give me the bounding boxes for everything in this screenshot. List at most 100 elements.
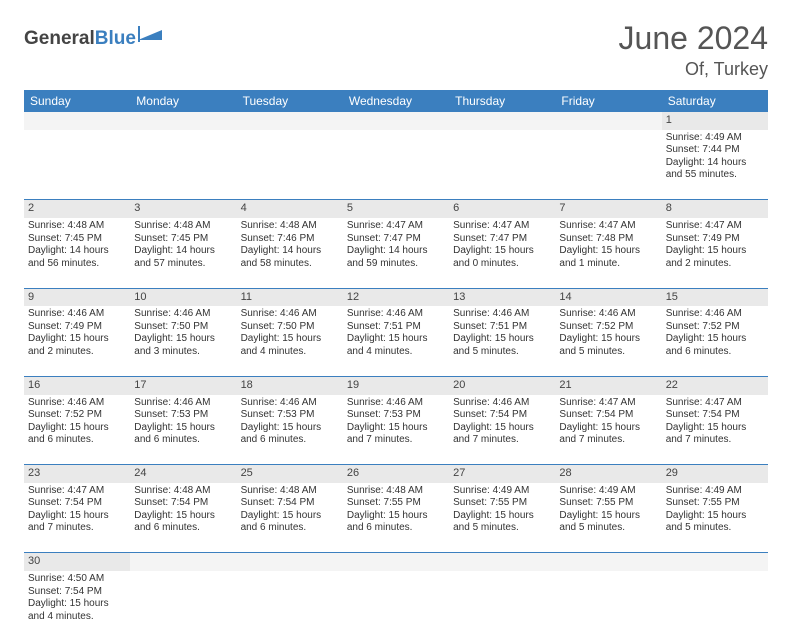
daylight-text-2: and 2 minutes.	[666, 258, 764, 271]
day-cell: Sunrise: 4:48 AMSunset: 7:54 PMDaylight:…	[237, 483, 343, 553]
daylight-text-2: and 7 minutes.	[28, 522, 126, 535]
day-cell: Sunrise: 4:46 AMSunset: 7:52 PMDaylight:…	[24, 395, 130, 465]
daylight-text: Daylight: 15 hours	[134, 333, 232, 346]
sunset-text: Sunset: 7:53 PM	[134, 409, 232, 422]
day-cell: Sunrise: 4:50 AMSunset: 7:54 PMDaylight:…	[24, 571, 130, 641]
daylight-text: Daylight: 15 hours	[28, 333, 126, 346]
day-number: 4	[237, 200, 343, 218]
daylight-text: Daylight: 15 hours	[453, 422, 551, 435]
day-number	[555, 553, 661, 571]
daylight-text-2: and 55 minutes.	[666, 169, 764, 182]
sunset-text: Sunset: 7:53 PM	[347, 409, 445, 422]
day-number: 6	[449, 200, 555, 218]
day-cell: Sunrise: 4:46 AMSunset: 7:53 PMDaylight:…	[343, 395, 449, 465]
day-content-row: Sunrise: 4:50 AMSunset: 7:54 PMDaylight:…	[24, 571, 768, 641]
weekday-header: Sunday	[24, 90, 130, 112]
sunrise-text: Sunrise: 4:50 AM	[28, 573, 126, 586]
day-number: 28	[555, 465, 661, 483]
sunset-text: Sunset: 7:50 PM	[134, 321, 232, 334]
day-cell: Sunrise: 4:49 AMSunset: 7:44 PMDaylight:…	[662, 130, 768, 200]
daylight-text-2: and 59 minutes.	[347, 258, 445, 271]
daylight-text-2: and 4 minutes.	[28, 611, 126, 624]
sunset-text: Sunset: 7:47 PM	[347, 233, 445, 246]
daylight-text-2: and 5 minutes.	[559, 346, 657, 359]
day-number: 17	[130, 376, 236, 394]
day-number: 3	[130, 200, 236, 218]
day-cell: Sunrise: 4:46 AMSunset: 7:51 PMDaylight:…	[343, 306, 449, 376]
brand-part2: Blue	[95, 28, 136, 50]
day-number-row: 16171819202122	[24, 376, 768, 394]
sunset-text: Sunset: 7:54 PM	[241, 497, 339, 510]
day-cell	[662, 571, 768, 641]
day-cell: Sunrise: 4:47 AMSunset: 7:54 PMDaylight:…	[662, 395, 768, 465]
daylight-text: Daylight: 15 hours	[347, 422, 445, 435]
day-number: 8	[662, 200, 768, 218]
sunrise-text: Sunrise: 4:47 AM	[666, 397, 764, 410]
calendar-table: Sunday Monday Tuesday Wednesday Thursday…	[24, 90, 768, 641]
sunset-text: Sunset: 7:55 PM	[666, 497, 764, 510]
sunrise-text: Sunrise: 4:49 AM	[666, 132, 764, 145]
sunset-text: Sunset: 7:54 PM	[28, 497, 126, 510]
daylight-text: Daylight: 15 hours	[666, 333, 764, 346]
daylight-text: Daylight: 14 hours	[134, 245, 232, 258]
weekday-header: Thursday	[449, 90, 555, 112]
sunrise-text: Sunrise: 4:47 AM	[559, 397, 657, 410]
daylight-text: Daylight: 15 hours	[453, 333, 551, 346]
daylight-text: Daylight: 15 hours	[666, 422, 764, 435]
day-number: 2	[24, 200, 130, 218]
daylight-text: Daylight: 15 hours	[28, 422, 126, 435]
day-cell: Sunrise: 4:46 AMSunset: 7:53 PMDaylight:…	[130, 395, 236, 465]
daylight-text: Daylight: 15 hours	[347, 510, 445, 523]
day-cell: Sunrise: 4:46 AMSunset: 7:49 PMDaylight:…	[24, 306, 130, 376]
day-cell: Sunrise: 4:48 AMSunset: 7:54 PMDaylight:…	[130, 483, 236, 553]
day-cell: Sunrise: 4:46 AMSunset: 7:52 PMDaylight:…	[662, 306, 768, 376]
day-number: 27	[449, 465, 555, 483]
flag-icon	[138, 26, 164, 47]
daylight-text-2: and 4 minutes.	[347, 346, 445, 359]
daylight-text: Daylight: 15 hours	[347, 333, 445, 346]
weekday-header: Monday	[130, 90, 236, 112]
sunrise-text: Sunrise: 4:47 AM	[666, 220, 764, 233]
day-number	[24, 112, 130, 130]
day-number: 5	[343, 200, 449, 218]
day-cell: Sunrise: 4:49 AMSunset: 7:55 PMDaylight:…	[449, 483, 555, 553]
daylight-text-2: and 7 minutes.	[559, 434, 657, 447]
sunrise-text: Sunrise: 4:46 AM	[241, 308, 339, 321]
daylight-text: Daylight: 15 hours	[559, 245, 657, 258]
sunset-text: Sunset: 7:46 PM	[241, 233, 339, 246]
sunrise-text: Sunrise: 4:47 AM	[453, 220, 551, 233]
sunrise-text: Sunrise: 4:48 AM	[241, 220, 339, 233]
weekday-header: Friday	[555, 90, 661, 112]
day-number: 18	[237, 376, 343, 394]
day-number	[555, 112, 661, 130]
sunrise-text: Sunrise: 4:46 AM	[28, 308, 126, 321]
sunrise-text: Sunrise: 4:49 AM	[666, 485, 764, 498]
daylight-text: Daylight: 15 hours	[28, 598, 126, 611]
day-number: 21	[555, 376, 661, 394]
day-number: 23	[24, 465, 130, 483]
sunset-text: Sunset: 7:55 PM	[453, 497, 551, 510]
daylight-text-2: and 5 minutes.	[453, 522, 551, 535]
day-cell	[24, 130, 130, 200]
daylight-text: Daylight: 15 hours	[453, 510, 551, 523]
sunrise-text: Sunrise: 4:48 AM	[134, 220, 232, 233]
day-cell	[449, 571, 555, 641]
day-cell: Sunrise: 4:46 AMSunset: 7:50 PMDaylight:…	[237, 306, 343, 376]
sunrise-text: Sunrise: 4:49 AM	[453, 485, 551, 498]
day-number-row: 9101112131415	[24, 288, 768, 306]
daylight-text: Daylight: 14 hours	[347, 245, 445, 258]
daylight-text-2: and 7 minutes.	[453, 434, 551, 447]
day-number: 15	[662, 288, 768, 306]
daylight-text-2: and 0 minutes.	[453, 258, 551, 271]
daylight-text: Daylight: 15 hours	[241, 422, 339, 435]
sunrise-text: Sunrise: 4:48 AM	[241, 485, 339, 498]
daylight-text: Daylight: 14 hours	[28, 245, 126, 258]
sunrise-text: Sunrise: 4:46 AM	[347, 397, 445, 410]
day-cell	[343, 130, 449, 200]
day-number	[343, 553, 449, 571]
day-cell: Sunrise: 4:47 AMSunset: 7:54 PMDaylight:…	[555, 395, 661, 465]
day-number: 24	[130, 465, 236, 483]
sunrise-text: Sunrise: 4:46 AM	[453, 397, 551, 410]
daylight-text-2: and 7 minutes.	[666, 434, 764, 447]
day-number-row: 2345678	[24, 200, 768, 218]
